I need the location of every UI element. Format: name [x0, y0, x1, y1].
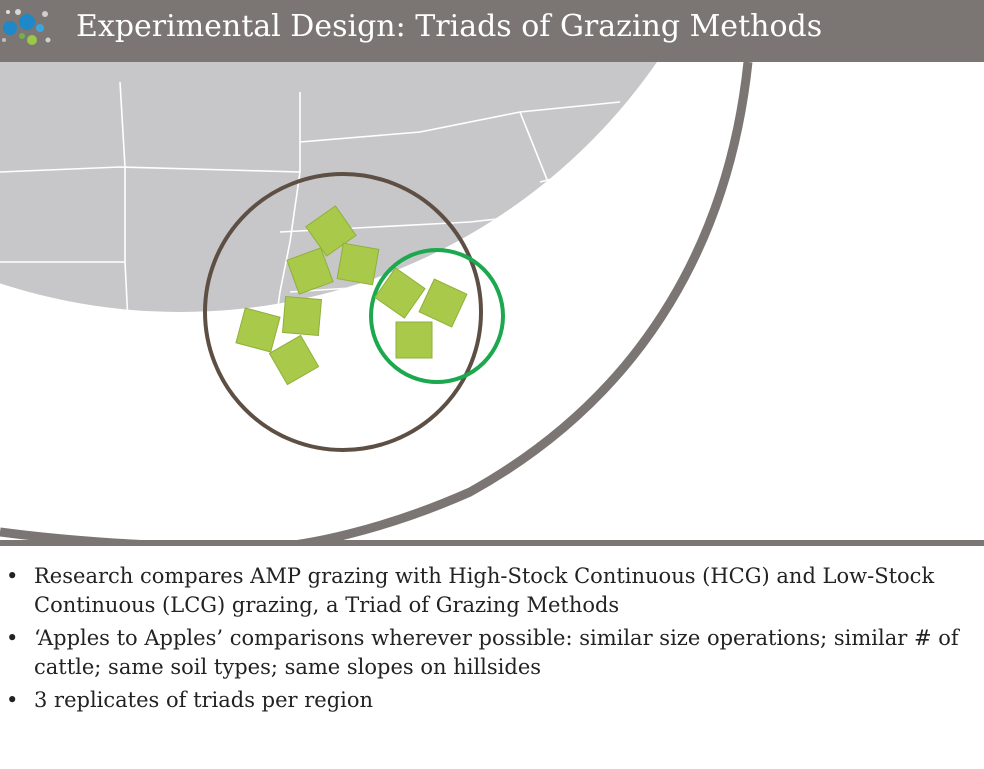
bullet-text: 3 replicates of triads per region: [34, 688, 374, 712]
triad-square: [374, 267, 426, 319]
title-bar: [0, 0, 984, 62]
triad-square: [268, 334, 320, 386]
triad-square: [336, 242, 380, 286]
triad-squares: [235, 205, 468, 386]
bullet-item: • 3 replicates of triads per region: [0, 686, 984, 715]
bullet-item: • Research compares AMP grazing with Hig…: [0, 562, 984, 620]
southeast-us-map: [0, 62, 984, 546]
bullet-text: ‘Apples to Apples’ comparisons wherever …: [34, 626, 959, 679]
map-bottom-bar: [0, 540, 984, 546]
bullet-item: • ‘Apples to Apples’ comparisons whereve…: [0, 624, 984, 682]
bullet-symbol: •: [6, 688, 19, 712]
colored-dots-logo-icon: [2, 9, 51, 45]
region-circle-large: [203, 172, 483, 452]
globe-rim: [279, 62, 753, 546]
slide-title: Experimental Design: Triads of Grazing M…: [76, 9, 823, 44]
triad-square: [395, 321, 433, 359]
triad-square: [235, 307, 281, 353]
bullet-symbol: •: [6, 564, 19, 588]
bullet-symbol: •: [6, 626, 19, 650]
triad-square: [286, 247, 334, 295]
atlantic-ocean: [560, 102, 760, 312]
bullet-text: Research compares AMP grazing with High-…: [34, 564, 935, 617]
region-circle-small: [369, 248, 505, 384]
triad-square: [281, 295, 323, 337]
bullet-list: • Research compares AMP grazing with Hig…: [0, 562, 984, 719]
land-area: [0, 62, 760, 312]
triad-square: [418, 278, 468, 328]
